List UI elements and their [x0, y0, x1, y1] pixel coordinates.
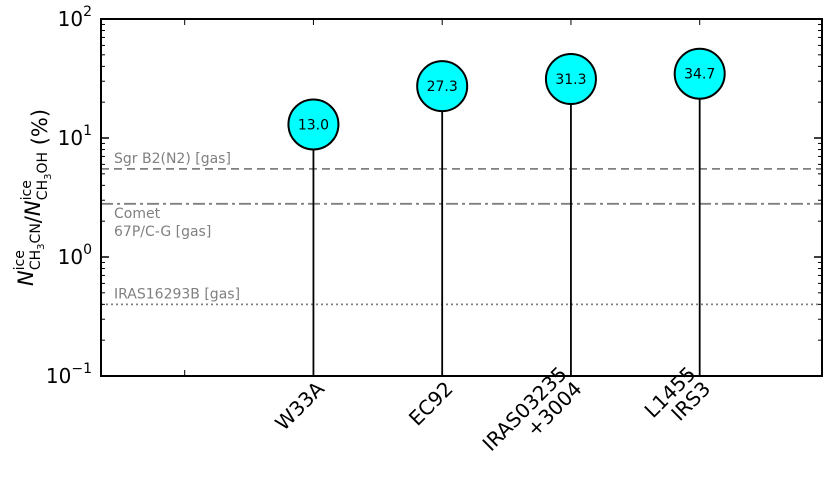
reference-label: Sgr B2(N2) [gas]	[114, 151, 231, 167]
y-tick-label: 101	[58, 123, 92, 150]
x-tick-label-line: W33A	[270, 376, 329, 435]
plot-frame	[100, 18, 823, 377]
value-label: 13.0	[298, 117, 329, 133]
lollipop-marker	[416, 60, 469, 113]
x-tick-label: W33A	[270, 376, 329, 435]
value-label: 34.7	[684, 67, 715, 83]
y-axis-title: NiceCH3CN/NiceCH3OH (%)	[12, 109, 54, 286]
lollipop-marker	[544, 53, 597, 106]
lollipop-marker	[287, 98, 340, 151]
x-tick-label: IRAS03235+3004	[478, 362, 587, 456]
reference-label: Comet	[114, 206, 161, 222]
x-tick-label-line: EC92	[404, 377, 458, 431]
y-axis: 10−1 100 101 102	[46, 4, 822, 388]
y-tick-label: 10−1	[46, 361, 92, 388]
lollipop-stems	[312, 73, 701, 376]
value-label: 27.3	[427, 79, 458, 95]
y-tick-label: 102	[58, 4, 92, 31]
reference-label: 67P/C-G [gas]	[114, 224, 211, 240]
y-tick-label: 100	[58, 242, 92, 269]
lollipop-marker	[673, 47, 726, 100]
reference-label: IRAS16293B [gas]	[114, 286, 240, 302]
reference-lines: Sgr B2(N2) [gas] Comet 67P/C-G [gas] IRAS1…	[101, 151, 822, 306]
lollipop-markers: 13.0 27.3 31.3 34.7	[287, 47, 726, 151]
x-tick-label: EC92	[404, 377, 458, 431]
value-label: 31.3	[555, 72, 586, 88]
